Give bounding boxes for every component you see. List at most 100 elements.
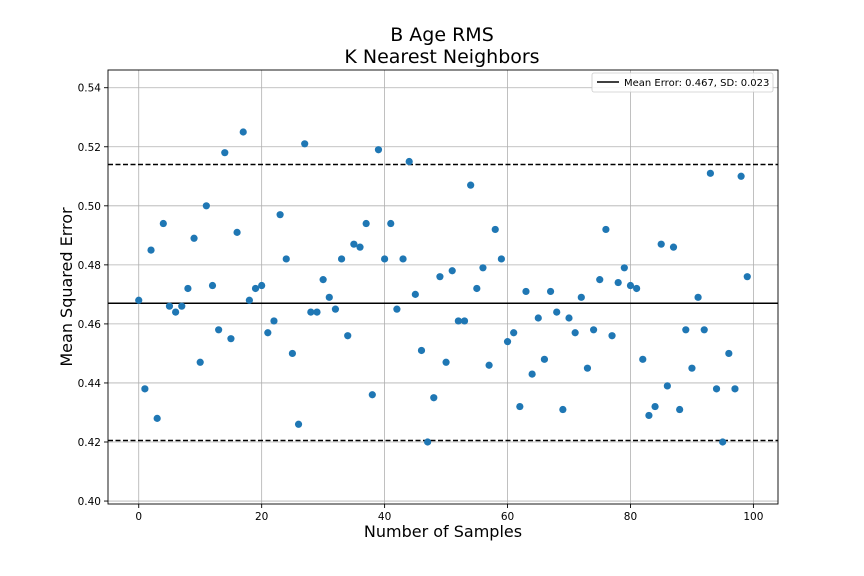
chart-title-line-1: B Age RMS	[390, 24, 494, 46]
data-point	[516, 402, 524, 411]
data-point	[258, 281, 266, 290]
y-tick-label: 0.54	[78, 83, 102, 95]
data-point	[497, 255, 505, 263]
data-point	[510, 329, 518, 337]
y-tick-label: 0.50	[78, 201, 101, 213]
data-point	[331, 305, 340, 313]
data-point	[356, 243, 364, 251]
data-point	[147, 246, 155, 254]
data-point	[719, 438, 727, 446]
x-tick-label: 80	[624, 511, 637, 523]
data-point	[417, 346, 426, 355]
data-point	[442, 358, 450, 366]
data-points	[135, 128, 751, 446]
data-point	[737, 172, 745, 180]
data-point	[288, 349, 297, 358]
data-point	[344, 332, 352, 340]
y-tick-label: 0.48	[78, 260, 101, 272]
legend-label: Mean Error: 0.467, SD: 0.023	[624, 78, 769, 89]
reference-lines	[108, 163, 778, 442]
data-point	[694, 293, 702, 301]
data-point	[215, 326, 223, 334]
data-point	[430, 394, 438, 402]
data-point	[706, 169, 714, 177]
data-point	[682, 326, 690, 334]
data-point	[405, 157, 413, 166]
data-point	[227, 335, 235, 343]
data-point	[602, 225, 610, 234]
data-point	[202, 202, 210, 210]
data-point	[276, 211, 284, 219]
x-axis-label: Number of Samples	[364, 522, 522, 541]
data-point	[208, 281, 217, 290]
data-point	[669, 243, 678, 251]
data-point	[282, 255, 290, 263]
data-point	[743, 273, 751, 281]
data-point	[350, 240, 358, 248]
data-point	[325, 293, 333, 301]
data-point	[381, 255, 389, 263]
data-point	[448, 267, 456, 275]
data-point	[577, 293, 585, 301]
data-point	[184, 284, 192, 293]
data-point	[172, 308, 180, 316]
data-point	[528, 370, 536, 378]
data-point	[135, 296, 143, 304]
legend: Mean Error: 0.467, SD: 0.023	[591, 72, 774, 93]
x-axis-ticks: 0 20 40 60 80 100	[135, 504, 763, 523]
data-point	[620, 264, 628, 272]
data-point	[614, 278, 622, 287]
data-point	[411, 290, 419, 298]
data-point	[153, 414, 161, 422]
data-point	[467, 181, 475, 189]
data-point	[165, 302, 174, 310]
data-point	[688, 364, 696, 372]
data-point	[221, 149, 229, 157]
y-tick-label: 0.46	[78, 319, 102, 331]
data-point	[565, 314, 573, 322]
y-axis-ticks: 0.40 0.42 0.44 0.46 0.48 0.50 0.52 0.54	[78, 83, 108, 508]
data-point	[178, 302, 186, 310]
data-point	[473, 284, 481, 293]
plot-frame	[107, 69, 779, 505]
chart-title-line-2: K Nearest Neighbors	[344, 46, 539, 68]
data-point	[491, 225, 499, 234]
grid-lines	[108, 70, 778, 504]
data-point	[301, 140, 309, 148]
x-tick-label: 20	[255, 511, 268, 523]
data-point	[454, 317, 462, 325]
data-point	[307, 308, 315, 316]
data-point	[731, 385, 739, 393]
data-point	[503, 338, 512, 346]
y-axis-label: Mean Squared Error	[57, 207, 76, 367]
data-point	[362, 219, 370, 228]
data-point	[522, 287, 530, 296]
data-point	[626, 281, 635, 290]
data-point	[559, 405, 567, 414]
data-point	[657, 240, 665, 248]
y-tick-label: 0.40	[78, 496, 101, 508]
data-point	[196, 358, 204, 366]
y-tick-label: 0.44	[78, 378, 102, 390]
data-point	[485, 361, 493, 369]
data-point	[233, 228, 241, 236]
data-point	[540, 355, 549, 363]
x-tick-label: 40	[378, 511, 391, 523]
data-point	[608, 332, 616, 340]
data-point	[436, 273, 444, 281]
data-point	[337, 255, 346, 263]
data-point	[313, 308, 321, 316]
data-point	[676, 405, 684, 414]
data-point	[596, 276, 604, 284]
data-point	[251, 284, 260, 293]
data-point	[239, 128, 247, 136]
data-point	[639, 355, 647, 363]
data-point	[424, 438, 432, 446]
data-point	[399, 255, 407, 263]
data-point	[319, 276, 327, 284]
data-point	[294, 420, 303, 428]
y-tick-label: 0.42	[78, 437, 101, 449]
data-point	[141, 385, 149, 393]
data-point	[393, 305, 401, 313]
